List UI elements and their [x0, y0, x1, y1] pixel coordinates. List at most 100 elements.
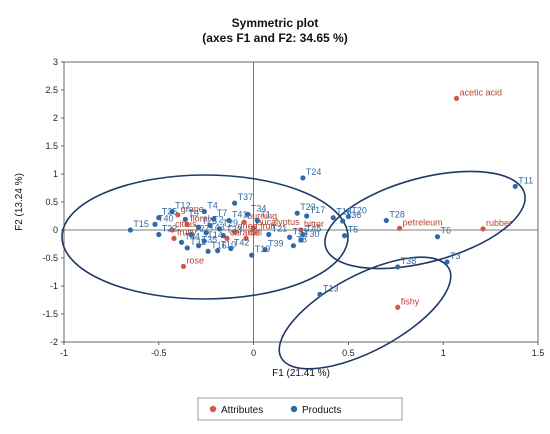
product-point — [298, 237, 304, 243]
attribute-label: caramel — [230, 227, 262, 237]
attribute-label: dill — [249, 227, 260, 237]
product-point — [184, 245, 190, 251]
x-tick-label: 1 — [441, 348, 446, 358]
product-point — [188, 231, 194, 238]
attribute-point — [224, 235, 230, 241]
attribute-label: burning — [247, 211, 277, 221]
product-point — [226, 217, 232, 224]
product-label: T13 — [323, 283, 339, 293]
product-label: T16 — [211, 240, 227, 250]
product-point — [245, 211, 251, 217]
y-tick-label: -1.5 — [42, 309, 58, 319]
product-label: T39 — [268, 239, 284, 249]
legend-label-attributes: Attributes — [221, 405, 263, 416]
product-label: T1 — [260, 209, 271, 219]
x-tick-label: 1.5 — [532, 348, 545, 358]
product-point — [317, 291, 323, 297]
product-point — [342, 233, 348, 239]
product-point — [254, 217, 260, 224]
product-point — [156, 231, 162, 238]
product-point — [232, 200, 238, 206]
product-label: T38 — [401, 256, 417, 266]
legend-marker-attributes — [209, 405, 217, 413]
product-label: T43 — [209, 222, 225, 232]
product-point — [220, 233, 226, 239]
product-point — [290, 243, 297, 249]
legend-marker-products — [290, 405, 298, 413]
product-point — [395, 264, 401, 270]
product-point — [207, 222, 213, 229]
attribute-point — [180, 263, 187, 269]
y-tick-label: 1.5 — [45, 141, 58, 151]
attribute-label: dried fruit — [238, 221, 276, 231]
product-label: T4 — [207, 201, 218, 211]
product-point — [383, 217, 389, 224]
product-label: T24 — [306, 167, 322, 177]
product-point — [169, 208, 175, 215]
product-point — [228, 245, 234, 252]
attribute-label: fishy — [401, 296, 420, 306]
y-tick-label: -2 — [50, 337, 58, 347]
attribute-label: petreleum — [403, 217, 443, 227]
product-label: T9 — [188, 208, 199, 218]
product-label: T33 — [226, 225, 242, 235]
product-label: T18 — [336, 207, 352, 217]
attribute-point — [298, 227, 304, 233]
left-group-ellipse — [61, 174, 349, 300]
product-point — [127, 227, 133, 233]
product-point — [266, 231, 272, 238]
product-point — [205, 248, 211, 254]
product-label: T10 — [221, 240, 237, 250]
product-point — [203, 230, 209, 236]
attribute-point — [396, 225, 403, 231]
product-label: T32 — [190, 237, 206, 247]
product-point — [287, 234, 293, 240]
product-point — [214, 248, 221, 254]
attribute-label: floral — [190, 213, 210, 223]
product-label: T7 — [217, 208, 228, 218]
product-point — [152, 221, 158, 227]
product-label: T35 — [202, 235, 218, 245]
product-label: T34 — [251, 203, 267, 213]
product-label: T19 — [255, 244, 271, 254]
x-tick-label: -0.5 — [151, 348, 167, 358]
attribute-label: rubber — [486, 218, 512, 228]
attribute-point — [251, 225, 257, 231]
right-group-ellipse — [324, 170, 526, 270]
product-label: T2 — [213, 215, 224, 225]
attribute-point — [175, 212, 181, 218]
product-point — [304, 213, 310, 219]
product-point — [211, 216, 217, 222]
product-label: T6 — [441, 226, 452, 236]
product-point — [201, 238, 207, 244]
product-point — [156, 215, 162, 221]
attribute-label: bitter — [304, 219, 324, 229]
product-label: T23 — [300, 202, 316, 212]
attribute-point — [453, 95, 460, 101]
product-label: T14 — [207, 230, 223, 240]
legend-box — [197, 397, 403, 421]
product-point — [182, 216, 188, 222]
x-tick-label: 0.5 — [342, 348, 355, 358]
product-point — [345, 213, 351, 220]
product-label: T22 — [162, 223, 178, 233]
product-label: T26 — [202, 216, 218, 226]
product-label: T25 — [162, 207, 178, 217]
product-label: T8 — [296, 235, 307, 245]
y-tick-label: -1 — [50, 281, 58, 291]
product-label: T20 — [351, 206, 367, 216]
chart-subtitle: (axes F1 and F2: 34.65 %) — [202, 31, 347, 45]
attribute-label: eucalyptus — [257, 217, 301, 227]
attribute-point — [480, 226, 486, 232]
product-label: T37 — [238, 192, 254, 202]
x-tick-label: 0 — [251, 348, 256, 358]
product-label: T15 — [133, 219, 149, 229]
attribute-label: acetic acid — [459, 87, 502, 97]
product-point — [444, 259, 450, 265]
product-point — [178, 239, 185, 245]
y-tick-label: -0.5 — [42, 253, 58, 263]
product-label: T41 — [232, 209, 248, 219]
product-point — [201, 208, 207, 215]
